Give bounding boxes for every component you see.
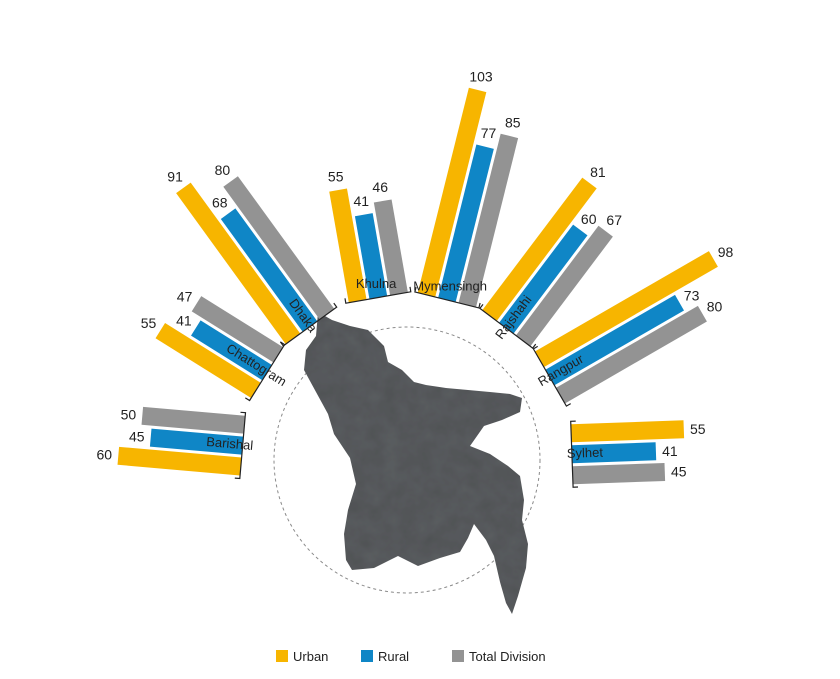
- value-label-khulna-rural: 41: [354, 193, 370, 209]
- bar-dhaka-total-division: [223, 176, 335, 320]
- legend-swatch-urban: [276, 650, 288, 662]
- value-label-chattogram-rural: 41: [176, 313, 192, 329]
- bracket-chattogram: [244, 341, 286, 402]
- category-label-sylhet: Sylhet: [567, 445, 604, 461]
- value-label-dhaka-urban: 91: [167, 169, 183, 185]
- bracket-mymensingh: [414, 286, 481, 309]
- category-label-mymensingh: Mymensingh: [413, 279, 487, 294]
- category-label-khulna: Khulna: [356, 276, 397, 291]
- value-label-barishal-rural: 45: [129, 428, 145, 444]
- map-frame-circle: [273, 326, 541, 594]
- bar-khulna-total-division: [373, 199, 408, 296]
- bar-barishal-total-division: [141, 406, 246, 434]
- bar-rangpur-total-division: [555, 305, 707, 404]
- value-label-mymensingh-rural: 77: [481, 125, 497, 141]
- legend-swatch-rural: [361, 650, 373, 662]
- bar-dhaka-rural: [220, 208, 318, 332]
- bar-rajshahi-total-division: [515, 225, 613, 347]
- bar-sylhet-total-division: [572, 463, 666, 485]
- bracket-barishal: [234, 411, 247, 480]
- bracket-khulna: [344, 286, 412, 304]
- legend-label-urban: Urban: [293, 649, 328, 664]
- bracket-rajshahi: [479, 304, 537, 349]
- bar-sylhet-urban: [570, 420, 685, 443]
- value-label-rajshahi-rural: 60: [581, 211, 597, 227]
- value-label-chattogram-urban: 55: [141, 315, 157, 331]
- bar-barishal-rural: [149, 428, 244, 455]
- bracket-sylhet: [570, 420, 579, 488]
- bars-layer: [117, 87, 718, 485]
- value-label-dhaka-total-division: 80: [215, 162, 231, 178]
- category-brackets: [234, 286, 579, 488]
- bar-mymensingh-total-division: [458, 133, 519, 308]
- bar-chattogram-total-division: [191, 296, 283, 363]
- value-label-sylhet-rural: 41: [662, 443, 678, 459]
- bracket-rangpur: [532, 345, 572, 407]
- value-label-barishal-urban: 60: [97, 447, 113, 463]
- value-label-mymensingh-total-division: 85: [505, 114, 521, 130]
- category-label-barishal: Barishal: [206, 434, 254, 453]
- bar-barishal-urban: [117, 446, 242, 476]
- bar-chattogram-rural: [191, 320, 272, 381]
- bar-rajshahi-rural: [499, 224, 588, 334]
- value-label-khulna-total-division: 46: [372, 179, 388, 195]
- legend-swatch-total-division: [452, 650, 464, 662]
- value-label-rajshahi-urban: 81: [590, 164, 606, 180]
- bar-dhaka-urban: [176, 182, 301, 345]
- legend-label-total-division: Total Division: [469, 649, 546, 664]
- value-label-sylhet-urban: 55: [690, 421, 706, 437]
- bar-khulna-rural: [354, 213, 388, 300]
- bar-mymensingh-urban: [417, 87, 487, 297]
- bar-sylhet-rural: [571, 442, 657, 464]
- bracket-dhaka: [279, 302, 338, 347]
- value-label-barishal-total-division: 50: [121, 407, 137, 423]
- bar-mymensingh-rural: [438, 144, 494, 303]
- bar-rajshahi-urban: [482, 177, 597, 322]
- bar-rangpur-rural: [545, 294, 684, 386]
- legend: Urban Rural Total Division: [276, 649, 546, 664]
- value-label-mymensingh-urban: 103: [469, 68, 493, 84]
- bangladesh-map: [304, 312, 528, 614]
- legend-label-rural: Rural: [378, 649, 409, 664]
- bar-khulna-urban: [329, 188, 367, 303]
- value-label-khulna-urban: 55: [328, 168, 344, 184]
- value-label-rajshahi-total-division: 67: [606, 212, 622, 228]
- value-label-sylhet-total-division: 45: [671, 464, 687, 480]
- value-label-dhaka-rural: 68: [212, 194, 228, 210]
- value-label-rangpur-total-division: 80: [707, 299, 723, 315]
- value-label-chattogram-total-division: 47: [177, 288, 193, 304]
- bar-rangpur-urban: [534, 251, 718, 368]
- bar-chattogram-urban: [155, 322, 261, 399]
- value-label-rangpur-urban: 98: [718, 244, 734, 260]
- value-label-rangpur-rural: 73: [684, 288, 700, 304]
